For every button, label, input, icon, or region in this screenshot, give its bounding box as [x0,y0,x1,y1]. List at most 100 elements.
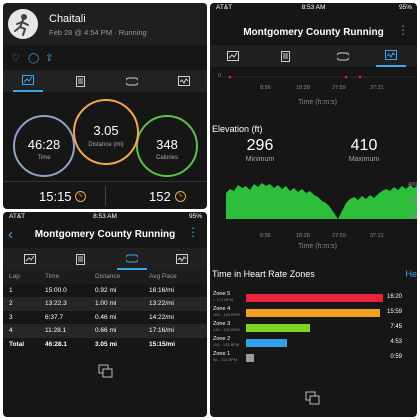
hr-zones-link[interactable]: He [405,269,417,279]
tab-charts[interactable] [376,45,406,67]
table-header: Lap Time Distance Avg Pace [3,270,207,284]
copy-icon[interactable] [98,364,114,381]
elevation-max-value: 410 [350,137,378,154]
heart-rate-icon: ∿ [175,191,186,202]
distance-ring: 3.05 Distance (mi) [73,99,139,165]
clock-label: 8:53 AM [301,4,326,11]
elevation-tick: 300 [408,214,417,220]
lap-distance: 1.00 mi [95,300,117,307]
hr-zones-title: Time in Heart Rate Zones [212,269,315,279]
share-icon[interactable]: ⇪ [45,53,54,64]
time-axis-label: Time (h:m:s) [298,99,338,106]
tab-charts[interactable] [167,248,197,270]
elevation-title: Elevation (ft) [212,124,263,134]
pulse-icon: ∿ [75,191,86,202]
chart-icon [385,50,397,60]
zone-bar [246,324,311,332]
tab-laps[interactable] [117,248,147,270]
calories-ring: 348 Calories [136,115,198,177]
chart-icon [176,254,188,264]
column-header: Lap [9,273,20,280]
comment-icon[interactable]: ◯ [28,53,40,64]
elevation-max-label: Maximum [348,156,380,163]
zone-time: 15:59 [386,309,402,315]
activity-header: Chaitali Feb 28 @ 4:54 PM · Running [3,3,207,45]
page-title: Montgomery County Running [243,27,384,38]
more-menu-icon[interactable]: ⋮ [187,225,199,239]
page-title: Montgomery County Running [34,229,176,240]
zone-bar [246,294,384,302]
divider-vertical [105,186,106,206]
time-value: 46:28 [27,137,61,152]
distance-value: 3.05 [93,123,119,138]
copy-icon[interactable] [305,391,321,410]
tab-laps[interactable] [328,45,358,67]
tab-overview[interactable] [218,45,248,67]
back-chevron-icon[interactable]: ‹ [8,226,13,243]
zone-name: Zone 2 [213,336,231,342]
zone-name: Zone 1 [213,351,231,357]
time-tick: 8:56 [260,233,271,239]
table-row[interactable]: 2 13:22.3 1.00 mi 13:22/mi [3,297,207,311]
heart-icon[interactable]: ♡ [11,53,20,64]
lap-time: 6:37.7 [45,313,64,321]
lap-pace: 17:16/mi [149,327,174,334]
charts-panel: AT&T 8:53 AM 95% Montgomery County Runni… [210,3,417,417]
zone-name: Zone 5 [213,291,231,297]
zone-bar [246,354,255,362]
total-time: 46:28.1 [45,340,68,348]
calories-value: 348 [156,137,178,152]
laps-icon [126,254,138,262]
table-row[interactable]: 3 6:37.7 0.46 mi 14:22/mi [3,311,207,325]
user-name[interactable]: Chaitali [49,13,86,25]
tab-details[interactable] [65,70,95,92]
lap-pace: 13:22/mi [149,300,174,307]
avatar[interactable] [8,9,38,39]
laps-icon [126,77,138,85]
tab-overview[interactable] [15,248,45,270]
overview-icon [22,75,34,85]
table-row[interactable]: 1 15:00.0 0.92 mi 16:16/mi [3,284,207,298]
lap-time: 13:22.3 [45,300,67,307]
total-distance: 3.05 mi [95,340,118,348]
lap-time: 15:00.0 [45,286,67,294]
tab-overview[interactable] [13,70,43,92]
carrier-label: AT&T [216,4,233,11]
time-tick: 37:31 [370,233,384,239]
elevation-tick: 350 [408,198,417,204]
lap-pace: 14:22/mi [149,313,174,321]
time-tick: 27:59 [332,85,346,91]
document-icon [75,75,85,87]
tab-laps[interactable] [117,70,147,92]
tab-details[interactable] [65,248,95,270]
pace-value: 15:15 [39,189,72,204]
divider [3,181,207,182]
overview-icon [227,51,239,61]
elevation-y-axis: 400 350 300 [210,181,417,221]
document-icon [280,50,290,62]
elevation-chart [226,183,417,219]
hr-zone-row: Zone 5 > 171 BPM 16:20 [210,291,417,305]
laps-panel: AT&T 8:53 AM 95% ‹ Montgomery County Run… [3,212,207,417]
time-axis: 8:56 18:28 27:59 37:31 Time (h:m:s) [210,85,417,106]
zone-time: 16:20 [386,294,402,300]
axis-zero-label: 0 [218,73,222,79]
lap-number: 4 [9,327,13,334]
time-tick: 37:31 [370,85,384,91]
heart-rate-value: 152 [149,189,171,204]
laps-icon [337,52,349,60]
zone-time: 0:59 [390,354,402,360]
tab-charts[interactable] [169,70,199,92]
zone-name: Zone 4 [213,306,231,312]
hr-zone-row: Zone 3 134 - 152 BPM 7:45 [210,321,417,335]
hr-zone-row: Zone 4 153 - 169 BPM 15:59 [210,306,417,320]
zone-bar [246,309,381,317]
lap-distance: 0.46 mi [95,313,117,321]
tab-details[interactable] [270,45,300,67]
column-header: Time [45,273,60,280]
more-menu-icon[interactable]: ⋮ [397,23,409,37]
status-bar: AT&T 8:53 AM 95% [210,3,417,13]
total-label: Total [9,340,25,348]
zone-bar [246,339,287,347]
table-row[interactable]: 4 11:28.1 0.66 mi 17:16/mi [3,324,207,338]
